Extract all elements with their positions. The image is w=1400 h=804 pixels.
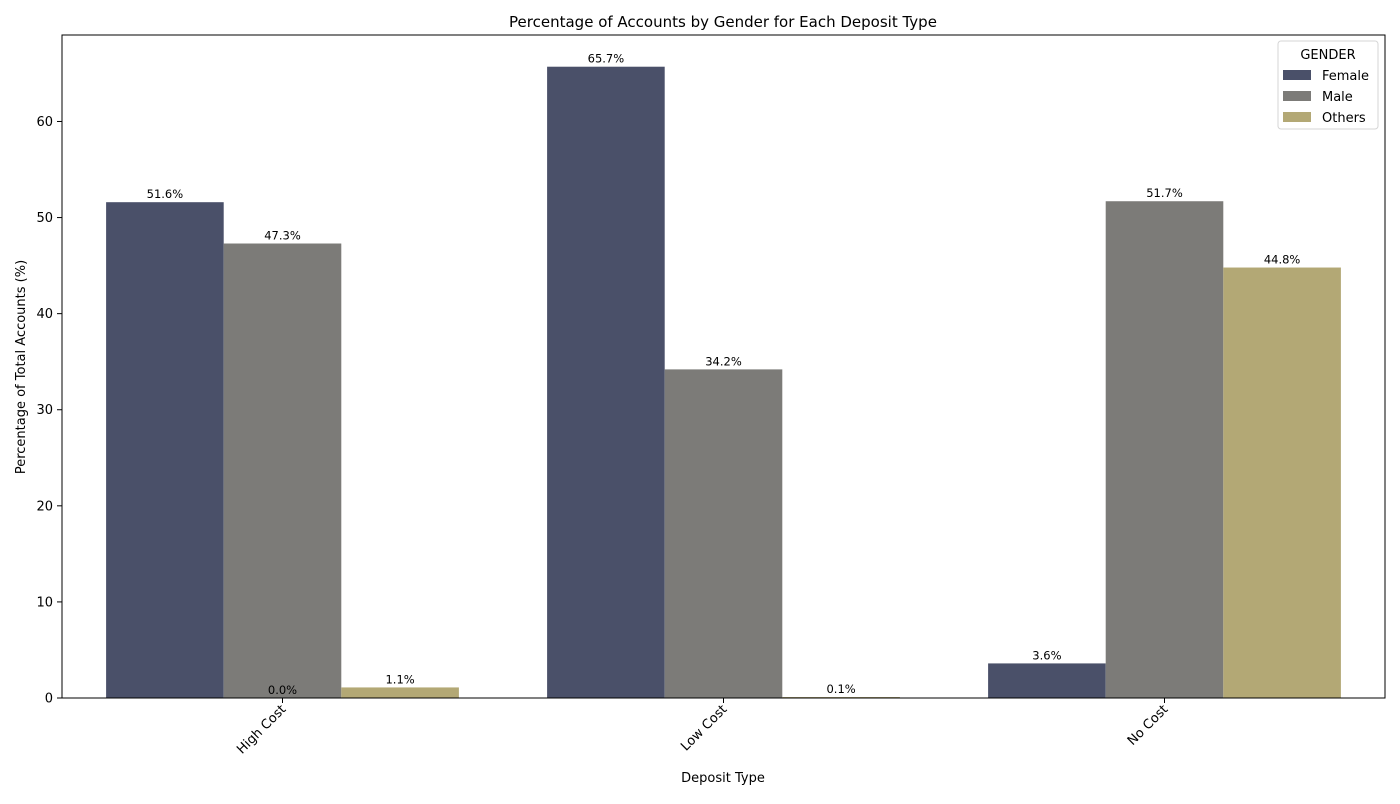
data-label: 44.8%: [1264, 253, 1301, 267]
legend-box: [1277, 40, 1379, 130]
x-axis-label: Deposit Type: [681, 771, 765, 786]
data-label: 0.1%: [826, 682, 855, 696]
data-label: 51.7%: [1146, 186, 1183, 200]
annotation-label: 0.0%: [268, 683, 297, 697]
data-label: 65.7%: [588, 52, 625, 66]
bar-others-high-cost: [341, 687, 459, 698]
data-label: 3.6%: [1032, 648, 1061, 662]
y-tick-label: 0: [45, 692, 53, 707]
x-tick-label: No Cost: [1125, 702, 1171, 748]
y-tick-label: 10: [36, 595, 53, 610]
legend-swatch-others: [1283, 112, 1311, 122]
bar-male-no-cost: [1105, 201, 1224, 698]
legend-label-others: Others: [1322, 111, 1366, 126]
y-tick-label: 30: [36, 403, 53, 418]
legend: GENDER Female Male Others: [1277, 40, 1379, 130]
chart-title: Percentage of Accounts by Gender for Eac…: [509, 13, 937, 31]
bar-others-no-cost: [1223, 267, 1341, 698]
bar-female-low-cost: [547, 66, 665, 699]
legend-swatch-male: [1283, 91, 1311, 101]
legend-label-female: Female: [1322, 69, 1369, 84]
x-tick-label: High Cost: [234, 702, 289, 757]
bar-female-no-cost: [988, 663, 1106, 698]
plot-area: 0 10 20 30 40 50 60 51.6% 65.7% 3.6% 47.3% 34.2% 51.…: [36, 52, 1341, 757]
y-tick-label: 50: [36, 211, 53, 226]
legend-title: GENDER: [1300, 48, 1355, 63]
data-label: 34.2%: [705, 354, 742, 368]
bar-male-low-cost: [664, 369, 783, 698]
bar-male-high-cost: [223, 243, 342, 698]
y-axis-label: Percentage of Total Accounts (%): [14, 260, 29, 474]
plot-frame: [61, 34, 1386, 699]
y-tick-label: 60: [36, 115, 53, 130]
data-label: 47.3%: [264, 229, 301, 243]
y-tick-label: 40: [36, 307, 53, 322]
y-tick-label: 20: [36, 499, 53, 514]
legend-swatch-female: [1283, 70, 1311, 80]
x-tick-label: Low Cost: [678, 702, 730, 754]
legend-label-male: Male: [1322, 90, 1353, 105]
data-label: 51.6%: [147, 187, 184, 201]
bar-female-high-cost: [106, 202, 224, 699]
data-label: 1.1%: [385, 672, 414, 686]
